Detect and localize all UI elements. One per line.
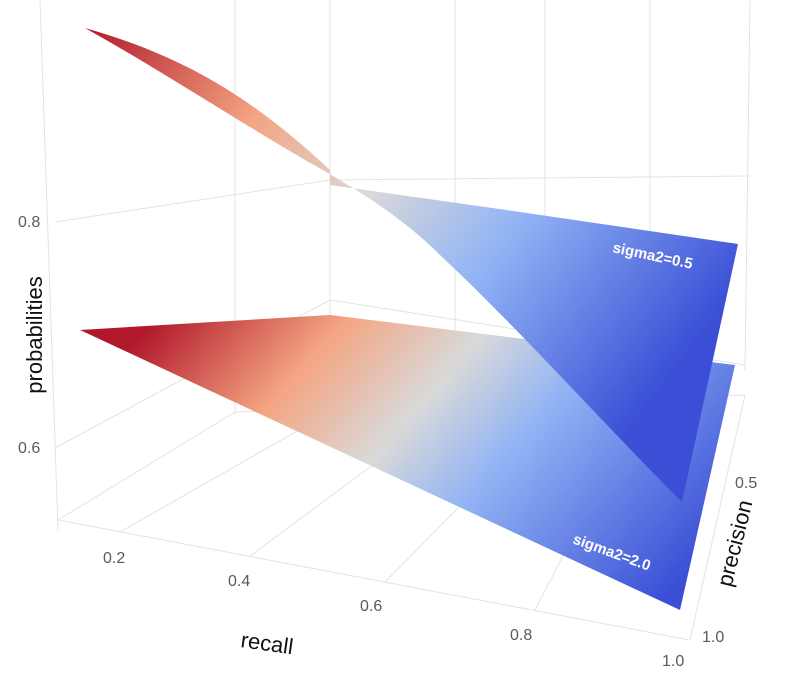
x-tick-label: 0.6	[360, 598, 382, 615]
y-tick-label: 1.0	[702, 629, 724, 646]
grid-line	[57, 519, 691, 641]
y-tick-label: 0.5	[735, 475, 757, 492]
grid-line	[119, 417, 321, 533]
x-tick-label: 0.4	[228, 573, 250, 590]
surface-sigma2-2.0	[80, 315, 735, 610]
grid-line	[689, 394, 746, 641]
x-axis-title: recall	[239, 627, 295, 659]
x-tick-label: 0.2	[103, 550, 125, 567]
grid-line	[329, 175, 751, 181]
grid-line	[57, 411, 236, 521]
z-tick-label: 0.8	[18, 214, 40, 231]
grid-line	[744, 0, 751, 371]
x-tick-label: 0.8	[510, 627, 532, 644]
z-tick-label: 0.6	[18, 440, 40, 457]
x-tick-label: 1.0	[662, 653, 684, 670]
z-axis-title: probabilities	[22, 276, 47, 393]
surface-sigma2-0.5	[85, 28, 738, 502]
grid-line	[54, 179, 331, 223]
grid-line	[39, 0, 59, 531]
